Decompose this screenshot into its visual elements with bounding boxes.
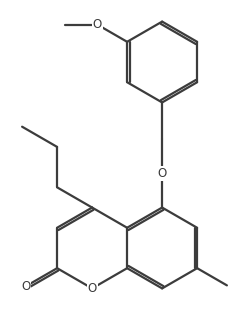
Text: O: O — [87, 282, 97, 295]
Text: O: O — [21, 280, 30, 293]
Text: O: O — [93, 18, 102, 31]
Text: O: O — [158, 167, 167, 180]
